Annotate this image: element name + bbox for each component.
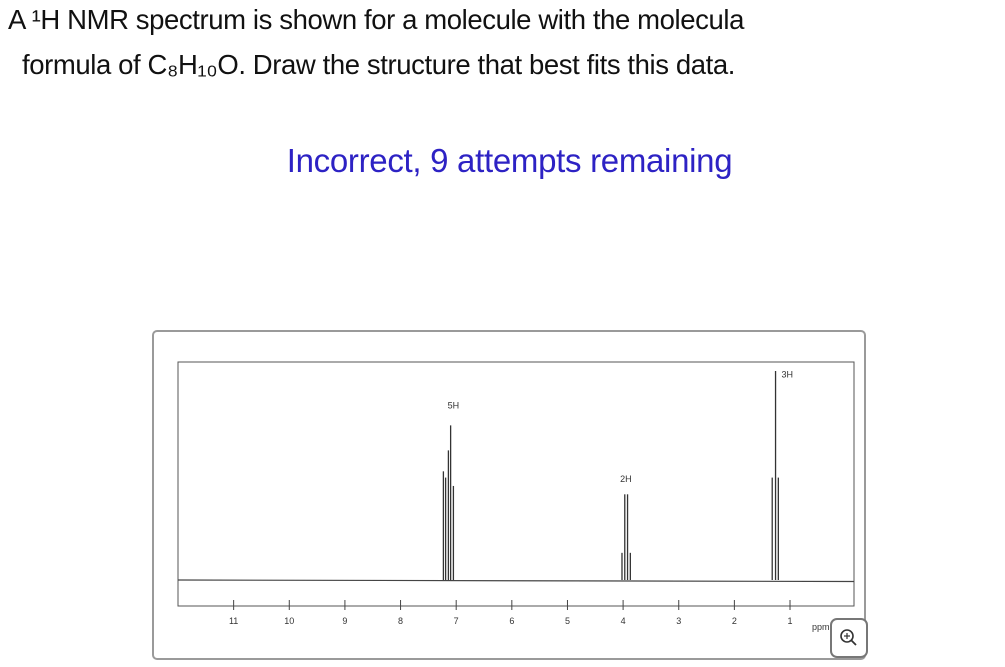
attempt-status: Incorrect, 9 attempts remaining <box>286 142 733 179</box>
x-tick-label: 4 <box>621 616 626 626</box>
question-line-1: A ¹H NMR spectrum is shown for a molecul… <box>8 4 744 35</box>
spectrum-panel <box>152 330 866 660</box>
x-tick-label: 2 <box>732 616 737 626</box>
question-line-2: formula of C₈H₁₀O. Draw the structure th… <box>22 49 736 80</box>
x-tick-label: 10 <box>284 616 294 626</box>
x-tick-label: 11 <box>229 616 238 626</box>
x-tick-label: 3 <box>676 616 681 626</box>
x-axis-label: ppm <box>812 622 830 632</box>
plot-frame <box>177 361 855 607</box>
x-tick-label: 8 <box>398 616 403 626</box>
integration-label: 5H <box>448 401 460 411</box>
zoom-button[interactable] <box>830 618 868 658</box>
x-tick-label: 5 <box>565 616 570 626</box>
zoom-in-icon <box>840 629 857 646</box>
x-tick-label: 7 <box>454 616 459 626</box>
integration-label: 3H <box>781 369 793 379</box>
baseline <box>177 579 855 583</box>
x-tick-label: 1 <box>788 616 793 626</box>
integration-label: 2H <box>620 474 632 484</box>
x-tick-label: 9 <box>342 616 347 626</box>
x-tick-label: 6 <box>509 616 514 626</box>
